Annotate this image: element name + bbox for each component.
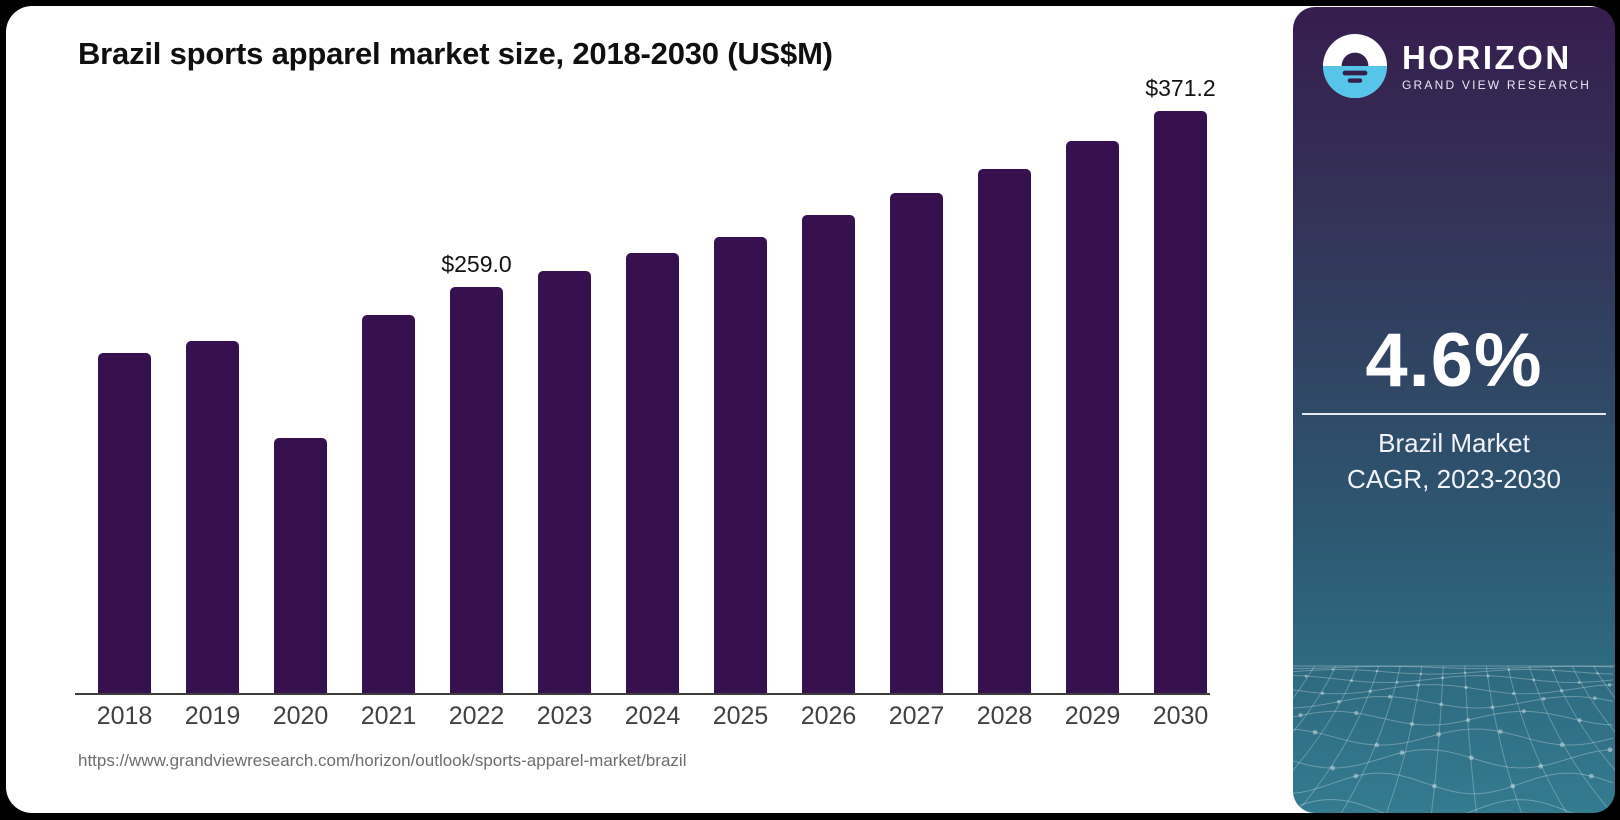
x-tick-2025: 2025: [712, 702, 769, 730]
cagr-value: 4.6%: [1365, 318, 1543, 403]
bar-2028: [978, 168, 1031, 693]
x-tick-2018: 2018: [96, 702, 153, 730]
x-axis-line: [75, 693, 1210, 695]
x-axis-labels: 2018 2019 2020 2021 2022 2023 2024 2025 2026 2027…: [96, 702, 1209, 731]
chart-title: Brazil sports apparel market size, 2018-…: [78, 36, 833, 71]
bar-2022: $259.0: [441, 251, 512, 693]
horizon-logo: HORIZON GRAND VIEW RESEARCH: [1323, 34, 1591, 98]
x-tick-2021: 2021: [360, 702, 417, 730]
x-tick-2029: 2029: [1064, 702, 1121, 730]
bar-2023: [538, 271, 591, 693]
x-tick-2028: 2028: [976, 702, 1033, 730]
bar-plot-area: $259.0 $371.2: [98, 75, 1216, 693]
x-tick-2019: 2019: [184, 702, 241, 730]
cagr-label: Brazil Market CAGR, 2023-2030: [1293, 425, 1615, 497]
bar-2019: [186, 341, 239, 693]
cagr-label-line1: Brazil Market: [1378, 428, 1530, 458]
bar-2021: [362, 315, 415, 693]
x-tick-2026: 2026: [800, 702, 857, 730]
wireframe-mesh-decoration: [1293, 663, 1615, 813]
bar-2018: [98, 352, 151, 693]
bar-2030: $371.2: [1145, 75, 1216, 693]
x-tick-2030: 2030: [1152, 702, 1209, 730]
bar-2024: [626, 252, 679, 693]
brand-name: HORIZON: [1402, 38, 1572, 76]
divider-line: [1302, 413, 1606, 415]
source-url: https://www.grandviewresearch.com/horizo…: [78, 751, 687, 770]
bar-value-label-2030: $371.2: [1145, 75, 1216, 102]
x-tick-2027: 2027: [888, 702, 945, 730]
brand-text: HORIZON GRAND VIEW RESEARCH: [1402, 38, 1592, 92]
bar-2025: [714, 236, 767, 693]
brand-subtitle: GRAND VIEW RESEARCH: [1402, 77, 1592, 92]
bar-value-label-2022: $259.0: [441, 251, 512, 277]
bar-2027: [890, 192, 943, 693]
x-tick-2023: 2023: [536, 702, 593, 730]
x-tick-2022: 2022: [448, 702, 505, 730]
x-tick-2024: 2024: [624, 702, 681, 730]
sunrise-icon: [1323, 34, 1387, 98]
side-panel: HORIZON GRAND VIEW RESEARCH 4.6% Brazil …: [1293, 7, 1615, 813]
bar-2020: [274, 437, 327, 693]
cagr-label-line2: CAGR, 2023-2030: [1347, 464, 1561, 494]
bar-2029: [1066, 141, 1119, 693]
bar-2026: [802, 214, 855, 693]
x-tick-2020: 2020: [272, 702, 329, 730]
